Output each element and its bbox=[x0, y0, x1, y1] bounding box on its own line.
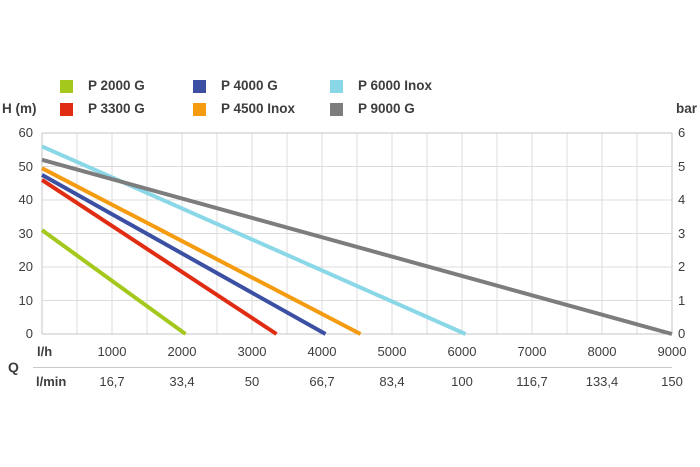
legend-label: P 4000 G bbox=[221, 78, 278, 93]
y-tick-left: 40 bbox=[18, 192, 33, 207]
legend-item-p-2000-g: P 2000 G bbox=[60, 79, 193, 93]
legend-label: P 6000 Inox bbox=[358, 78, 433, 93]
legend-swatch-icon bbox=[193, 102, 206, 116]
x-tick-lmin: 50 bbox=[244, 374, 260, 389]
legend: P 2000 G P 3300 G P 4000 G P 4500 Inox P 600… bbox=[60, 79, 432, 116]
legend-swatch-icon bbox=[330, 102, 343, 116]
series-line-p-4500-inox bbox=[41, 166, 362, 336]
x-tick-lmin: 33,4 bbox=[169, 374, 195, 389]
x-tick-lh: 2000 bbox=[167, 344, 197, 359]
y-tick-left: 30 bbox=[18, 225, 33, 241]
series-line-p-2000-g bbox=[40, 228, 187, 336]
legend-item-p-6000-inox: P 6000 Inox bbox=[330, 79, 432, 93]
legend-swatch-icon bbox=[60, 79, 73, 93]
legend-item-p-3300-g: P 3300 G bbox=[60, 102, 193, 116]
legend-item-p-4500-inox: P 4500 Inox bbox=[193, 102, 330, 116]
y-tick-left: 20 bbox=[18, 259, 33, 274]
y-tick-right: 0 bbox=[678, 326, 686, 341]
x-tick-lh: 6000 bbox=[447, 344, 477, 359]
x-tick-lh: 9000 bbox=[657, 344, 687, 359]
series-line-p-3300-g bbox=[40, 178, 278, 336]
x-tick-lmin: 150 bbox=[661, 374, 683, 389]
x-tick-lh: 8000 bbox=[587, 344, 617, 359]
x-tick-lmin: 116,7 bbox=[516, 374, 548, 389]
x-tick-lh: 3000 bbox=[237, 344, 267, 359]
x-tick-lh: 7000 bbox=[517, 344, 547, 359]
legend-swatch-icon bbox=[193, 79, 206, 93]
legend-label: P 9000 G bbox=[358, 101, 415, 116]
series-line-p-4000-g bbox=[41, 173, 327, 336]
y-axis-right-title: bar bbox=[676, 101, 698, 116]
legend-swatch-icon bbox=[330, 79, 343, 93]
y-tick-right: 1 bbox=[678, 292, 686, 308]
legend-label: P 2000 G bbox=[88, 78, 145, 93]
x-tick-lh: 5000 bbox=[377, 344, 407, 359]
series-line-p-9000-g bbox=[41, 157, 673, 336]
y-tick-right: 2 bbox=[678, 259, 686, 274]
y-tick-left: 60 bbox=[18, 125, 33, 140]
x-tick-lmin: 133,4 bbox=[585, 374, 619, 389]
x-tick-lh: 4000 bbox=[307, 344, 337, 359]
legend-item-p-9000-g: P 9000 G bbox=[330, 102, 432, 116]
y-tick-left: 10 bbox=[18, 292, 33, 308]
x-tick-lmin: 16,7 bbox=[99, 374, 125, 389]
x-axis-unit-lmin: l/min bbox=[36, 374, 67, 389]
x-axis-unit-lh: l/h bbox=[37, 344, 53, 359]
series-line-p-6000-inox bbox=[41, 144, 467, 336]
x-tick-lmin: 66,7 bbox=[309, 374, 335, 389]
x-axis-separator-line bbox=[33, 367, 672, 368]
y-tick-left: 0 bbox=[25, 326, 33, 341]
y-axis-left-title: H (m) bbox=[2, 101, 37, 116]
legend-swatch-icon bbox=[60, 102, 73, 116]
y-tick-right: 5 bbox=[678, 158, 686, 174]
y-tick-right: 4 bbox=[678, 192, 686, 207]
x-tick-lmin: 83,4 bbox=[379, 374, 405, 389]
x-tick-lh: 1000 bbox=[97, 344, 127, 359]
x-axis-group-label-q: Q bbox=[8, 359, 19, 375]
x-tick-lmin: 100 bbox=[451, 374, 473, 389]
legend-label: P 4500 Inox bbox=[221, 101, 296, 116]
y-tick-left: 50 bbox=[18, 158, 33, 174]
legend-label: P 3300 G bbox=[88, 101, 145, 116]
legend-item-p-4000-g: P 4000 G bbox=[193, 79, 330, 93]
y-tick-right: 3 bbox=[678, 225, 686, 241]
y-tick-right: 6 bbox=[678, 125, 686, 140]
